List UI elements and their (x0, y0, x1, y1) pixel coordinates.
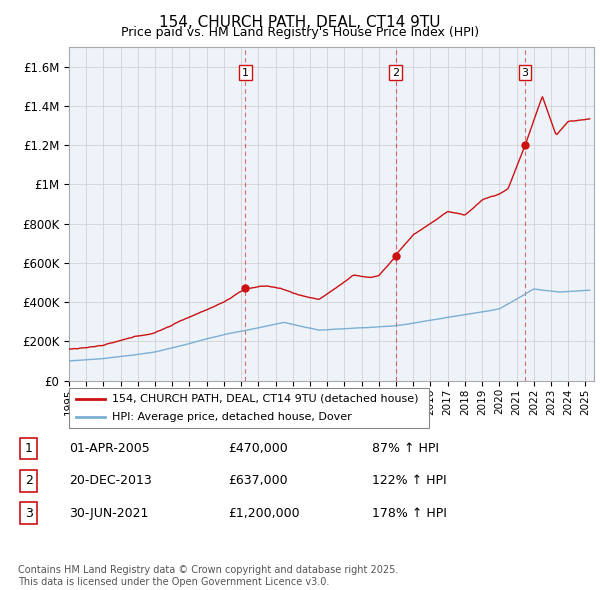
FancyBboxPatch shape (69, 388, 429, 428)
Text: 01-APR-2005: 01-APR-2005 (69, 442, 150, 455)
Text: 3: 3 (521, 68, 529, 78)
Text: 1: 1 (25, 442, 33, 455)
Text: 87% ↑ HPI: 87% ↑ HPI (372, 442, 439, 455)
Text: 122% ↑ HPI: 122% ↑ HPI (372, 474, 446, 487)
Text: 178% ↑ HPI: 178% ↑ HPI (372, 507, 447, 520)
Text: 154, CHURCH PATH, DEAL, CT14 9TU: 154, CHURCH PATH, DEAL, CT14 9TU (159, 15, 441, 30)
Text: £637,000: £637,000 (228, 474, 287, 487)
Text: £1,200,000: £1,200,000 (228, 507, 299, 520)
Text: £470,000: £470,000 (228, 442, 288, 455)
Text: 2: 2 (392, 68, 399, 78)
Text: 2: 2 (25, 474, 33, 487)
Text: 1: 1 (242, 68, 249, 78)
Text: 3: 3 (25, 507, 33, 520)
Text: 20-DEC-2013: 20-DEC-2013 (69, 474, 152, 487)
Text: 30-JUN-2021: 30-JUN-2021 (69, 507, 148, 520)
Text: Contains HM Land Registry data © Crown copyright and database right 2025.
This d: Contains HM Land Registry data © Crown c… (18, 565, 398, 587)
Text: HPI: Average price, detached house, Dover: HPI: Average price, detached house, Dove… (112, 411, 352, 421)
Text: Price paid vs. HM Land Registry's House Price Index (HPI): Price paid vs. HM Land Registry's House … (121, 26, 479, 39)
Text: 154, CHURCH PATH, DEAL, CT14 9TU (detached house): 154, CHURCH PATH, DEAL, CT14 9TU (detach… (112, 394, 419, 404)
